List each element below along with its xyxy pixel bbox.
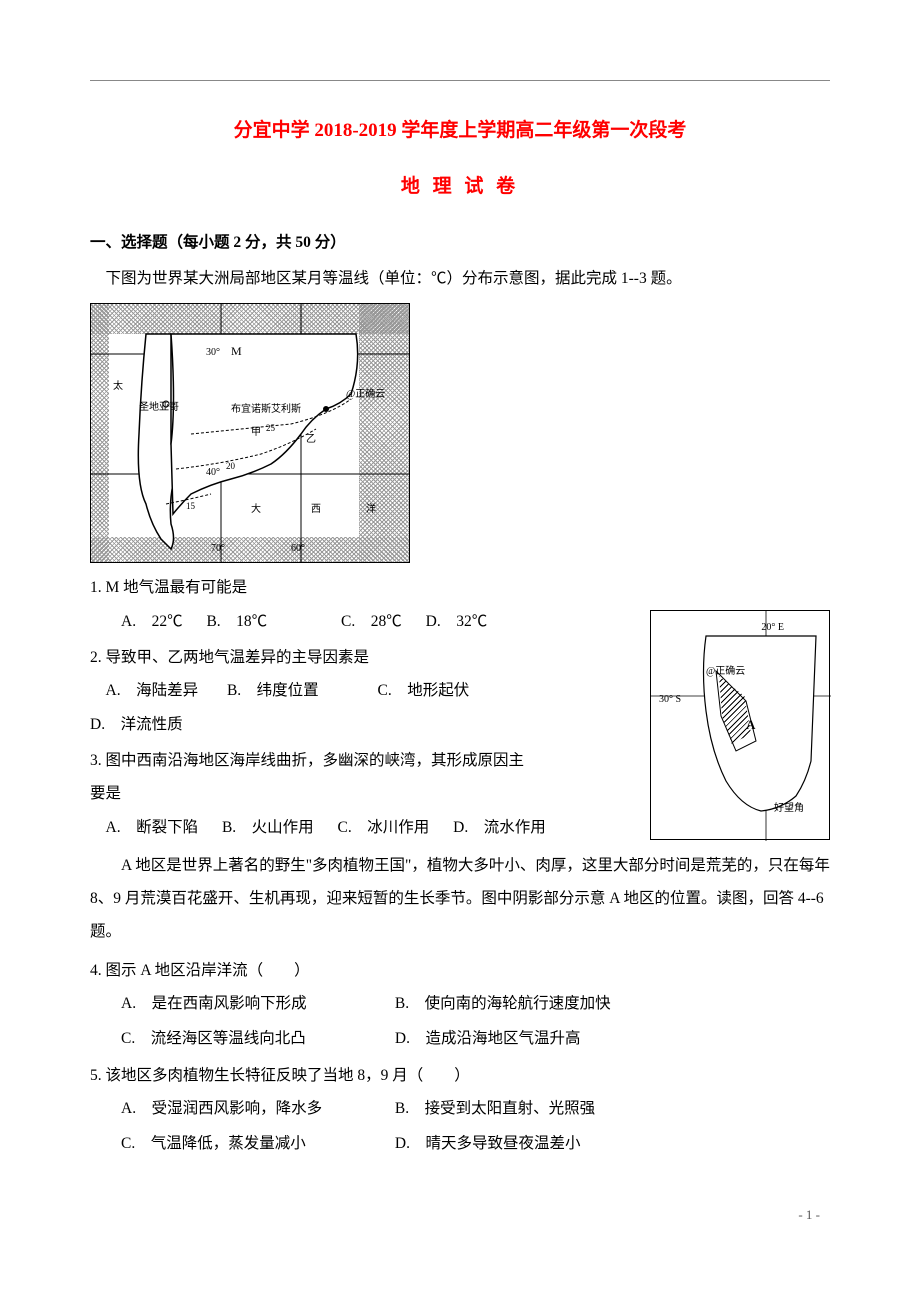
- label-watermark-1: @正确云: [346, 384, 385, 406]
- label-jia: 甲: [251, 422, 261, 444]
- q3-opt-d: D. 流水作用: [453, 811, 546, 844]
- top-divider: [90, 80, 830, 81]
- lon-20e: 20° E: [761, 617, 784, 639]
- label-yi: 乙: [306, 429, 316, 451]
- section1-intro: 下图为世界某大洲局部地区某月等温线（单位：℃）分布示意图，据此完成 1--3 题…: [90, 262, 830, 295]
- ocean-tai: 太: [113, 376, 123, 398]
- q4-opt-a: A. 是在西南风影响下形成: [121, 987, 371, 1020]
- q3-opt-a: A. 断裂下陷: [106, 811, 199, 844]
- q3-opt-c: C. 冰川作用: [338, 811, 430, 844]
- q1-opt-b: B. 18℃: [206, 605, 267, 638]
- q5-opt-d: D. 晴天多导致昼夜温差小: [395, 1127, 581, 1160]
- iso-25: 25: [266, 419, 275, 438]
- q2-opt-b: B. 纬度位置: [227, 674, 319, 707]
- section1-heading: 一、选择题（每小题 2 分，共 50 分）: [90, 226, 830, 259]
- ocean-yang: 洋: [366, 499, 376, 521]
- ocean-da: 大: [251, 499, 261, 521]
- question-4: 4. 图示 A 地区沿岸洋流（ ） A. 是在西南风影响下形成 B. 使向南的海…: [90, 954, 830, 1056]
- q4-opt-c: C. 流经海区等温线向北凸: [121, 1022, 371, 1055]
- ocean-xi: 西: [311, 499, 321, 521]
- lon-70: 70°: [211, 538, 225, 560]
- label-santiago: 圣地亚哥: [139, 397, 179, 419]
- q3-opt-b: B. 火山作用: [222, 811, 314, 844]
- label-watermark-2: @正确云: [706, 661, 745, 683]
- iso-15: 15: [186, 497, 195, 516]
- q5-text: 5. 该地区多肉植物生长特征反映了当地 8，9 月（ ）: [90, 1059, 830, 1092]
- passage-2: A 地区是世界上著名的野生"多肉植物王国"，植物大多叶小、肉厚，这里大部分时间是…: [90, 849, 830, 949]
- q2-opt-a: A. 海陆差异: [106, 674, 199, 707]
- q5-opt-b: B. 接受到太阳直射、光照强: [395, 1092, 595, 1125]
- q1-opt-c: C. 28℃: [341, 605, 402, 638]
- map-label-M: M: [231, 339, 242, 365]
- q2-opt-c: C. 地形起伏: [378, 674, 470, 707]
- q5-opt-c: C. 气温降低，蒸发量减小: [121, 1127, 371, 1160]
- q5-opt-a: A. 受湿润西风影响，降水多: [121, 1092, 371, 1125]
- figure-1-south-america-map: M 30° 40° 70° 60° 圣地亚哥 布宜诺斯艾利斯 @正确云 甲 乙 …: [90, 303, 410, 563]
- q1-opt-d: D. 32℃: [426, 605, 488, 638]
- lon-60: 60°: [291, 538, 305, 560]
- q4-opt-b: B. 使向南的海轮航行速度加快: [395, 987, 611, 1020]
- exam-title: 分宜中学 2018-2019 学年度上学期高二年级第一次段考: [90, 111, 830, 152]
- q1-opt-a: A. 22℃: [121, 605, 183, 638]
- exam-subtitle: 地 理 试 卷: [90, 167, 830, 208]
- question-5: 5. 该地区多肉植物生长特征反映了当地 8，9 月（ ） A. 受湿润西风影响，…: [90, 1059, 830, 1161]
- lat-40: 40°: [206, 462, 220, 484]
- q4-text: 4. 图示 A 地区沿岸洋流（ ）: [90, 954, 830, 987]
- lat-30s: 30° S: [659, 689, 681, 711]
- label-buenos-aires: 布宜诺斯艾利斯: [231, 399, 301, 421]
- iso-20: 20: [226, 457, 235, 476]
- figure-2-south-africa-map: 20° E 30° S @正确云 A 好望角: [650, 610, 830, 840]
- q4-opt-d: D. 造成沿海地区气温升高: [395, 1022, 581, 1055]
- label-A: A: [746, 711, 755, 739]
- q1-text: 1. M 地气温最有可能是: [90, 571, 830, 604]
- label-cape: 好望角: [774, 798, 804, 820]
- page-number: - 1 -: [90, 1201, 830, 1229]
- lat-30: 30°: [206, 342, 220, 364]
